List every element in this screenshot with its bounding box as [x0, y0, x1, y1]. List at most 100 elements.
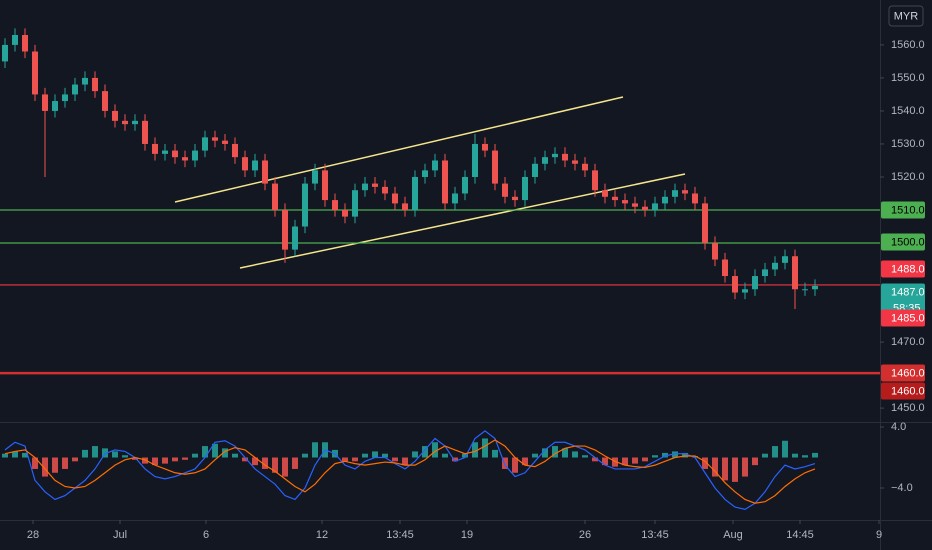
histogram-bar: [72, 457, 78, 462]
histogram-bar: [302, 453, 308, 458]
histogram-bar: [42, 457, 48, 477]
y-tick-label: 1540.0: [891, 105, 925, 117]
candle-body: [692, 193, 698, 204]
histogram-bar: [382, 453, 388, 458]
candle-body: [652, 203, 658, 210]
candle-body: [622, 200, 628, 204]
histogram-bar: [162, 457, 168, 464]
histogram-bar: [502, 457, 508, 469]
y-tick-label: 1530.0: [891, 138, 925, 150]
histogram-bar: [752, 457, 758, 466]
candle-body: [702, 203, 708, 244]
candle-body: [482, 143, 488, 151]
candle-body: [492, 150, 498, 184]
candle-body: [752, 276, 758, 290]
candle-body: [572, 160, 578, 164]
histogram-bar: [372, 451, 378, 458]
histogram-bar: [802, 455, 808, 458]
histogram-bar: [82, 449, 88, 458]
trend-line: [174, 96, 624, 203]
histogram-bar: [712, 457, 718, 477]
histogram-bar: [22, 452, 28, 458]
histogram-bar: [142, 457, 148, 464]
candle-body: [672, 190, 678, 197]
histogram-bar: [462, 453, 468, 458]
histogram-bar: [62, 457, 68, 469]
candle-body: [122, 120, 128, 125]
histogram-bar: [122, 455, 128, 458]
histogram-bar: [482, 438, 488, 458]
candle-body: [132, 120, 138, 125]
histogram-bar: [32, 457, 38, 469]
candle-body: [242, 157, 248, 171]
candle-body: [742, 289, 748, 293]
candle-body: [222, 140, 228, 144]
price-badge-label: 1510.0: [891, 204, 925, 216]
currency-button[interactable]: [888, 5, 924, 27]
candle-body: [252, 160, 258, 171]
x-tick-label: 28: [27, 529, 39, 541]
candle-body: [602, 190, 608, 197]
histogram-bar: [132, 457, 138, 460]
candle-body: [12, 35, 18, 45]
y-tick-label: 1450.0: [891, 402, 925, 414]
price-badge-label: 1488.0: [891, 263, 925, 275]
candle-body: [582, 163, 588, 171]
candle-body: [182, 157, 188, 161]
histogram-bar: [682, 452, 688, 458]
histogram-bar: [642, 457, 648, 462]
histogram-bar: [432, 442, 438, 458]
price-badge: [881, 364, 925, 382]
histogram-bar: [212, 443, 218, 458]
candle-body: [422, 170, 428, 177]
histogram-bar: [772, 446, 778, 458]
histogram-bar: [182, 457, 188, 460]
osc-tick-label: −4.0: [891, 482, 913, 494]
histogram-bar: [172, 457, 178, 462]
price-badge-label: 1460.0: [891, 385, 925, 397]
histogram-bar: [592, 457, 598, 462]
histogram-bar: [102, 448, 108, 458]
candle-body: [432, 160, 438, 171]
candle-body: [722, 259, 728, 277]
histogram-bar: [572, 451, 578, 458]
candle-body: [372, 183, 378, 187]
histogram-bar: [672, 451, 678, 458]
candle-body: [232, 143, 238, 158]
histogram-bar: [392, 457, 398, 462]
candle-body: [192, 150, 198, 161]
histogram-bar: [12, 451, 18, 458]
histogram-bar: [532, 453, 538, 458]
candle-body: [402, 203, 408, 210]
histogram-bar: [312, 442, 318, 458]
x-tick-label: 12: [316, 529, 328, 541]
candle-body: [22, 35, 28, 52]
histogram-bar: [362, 453, 368, 458]
histogram-bar: [602, 457, 608, 466]
candle-body: [52, 101, 58, 111]
trend-line: [239, 173, 686, 269]
signal-line: [4, 439, 816, 504]
histogram-bar: [742, 457, 748, 477]
histogram-bar: [262, 457, 268, 469]
histogram-bar: [492, 449, 498, 458]
candle-body: [552, 153, 558, 158]
price-badge: [881, 201, 925, 219]
price-badge-label: 1460.0: [891, 367, 925, 379]
price-badge: [881, 309, 925, 327]
candle-body: [642, 206, 648, 210]
histogram-bar: [762, 453, 768, 458]
candle-body: [282, 210, 288, 250]
histogram-bar: [692, 455, 698, 458]
histogram-bar: [722, 457, 728, 481]
candle-body: [662, 196, 668, 204]
osc-tick-label: 4.0: [891, 421, 906, 433]
x-tick-label: 6: [203, 529, 209, 541]
candle-body: [172, 150, 178, 158]
price-badge: [881, 233, 925, 251]
candle-body: [502, 183, 508, 197]
histogram-bar: [342, 457, 348, 462]
x-tick-label: 13:45: [386, 529, 414, 541]
histogram-bar: [232, 453, 238, 458]
histogram-bar: [552, 446, 558, 458]
